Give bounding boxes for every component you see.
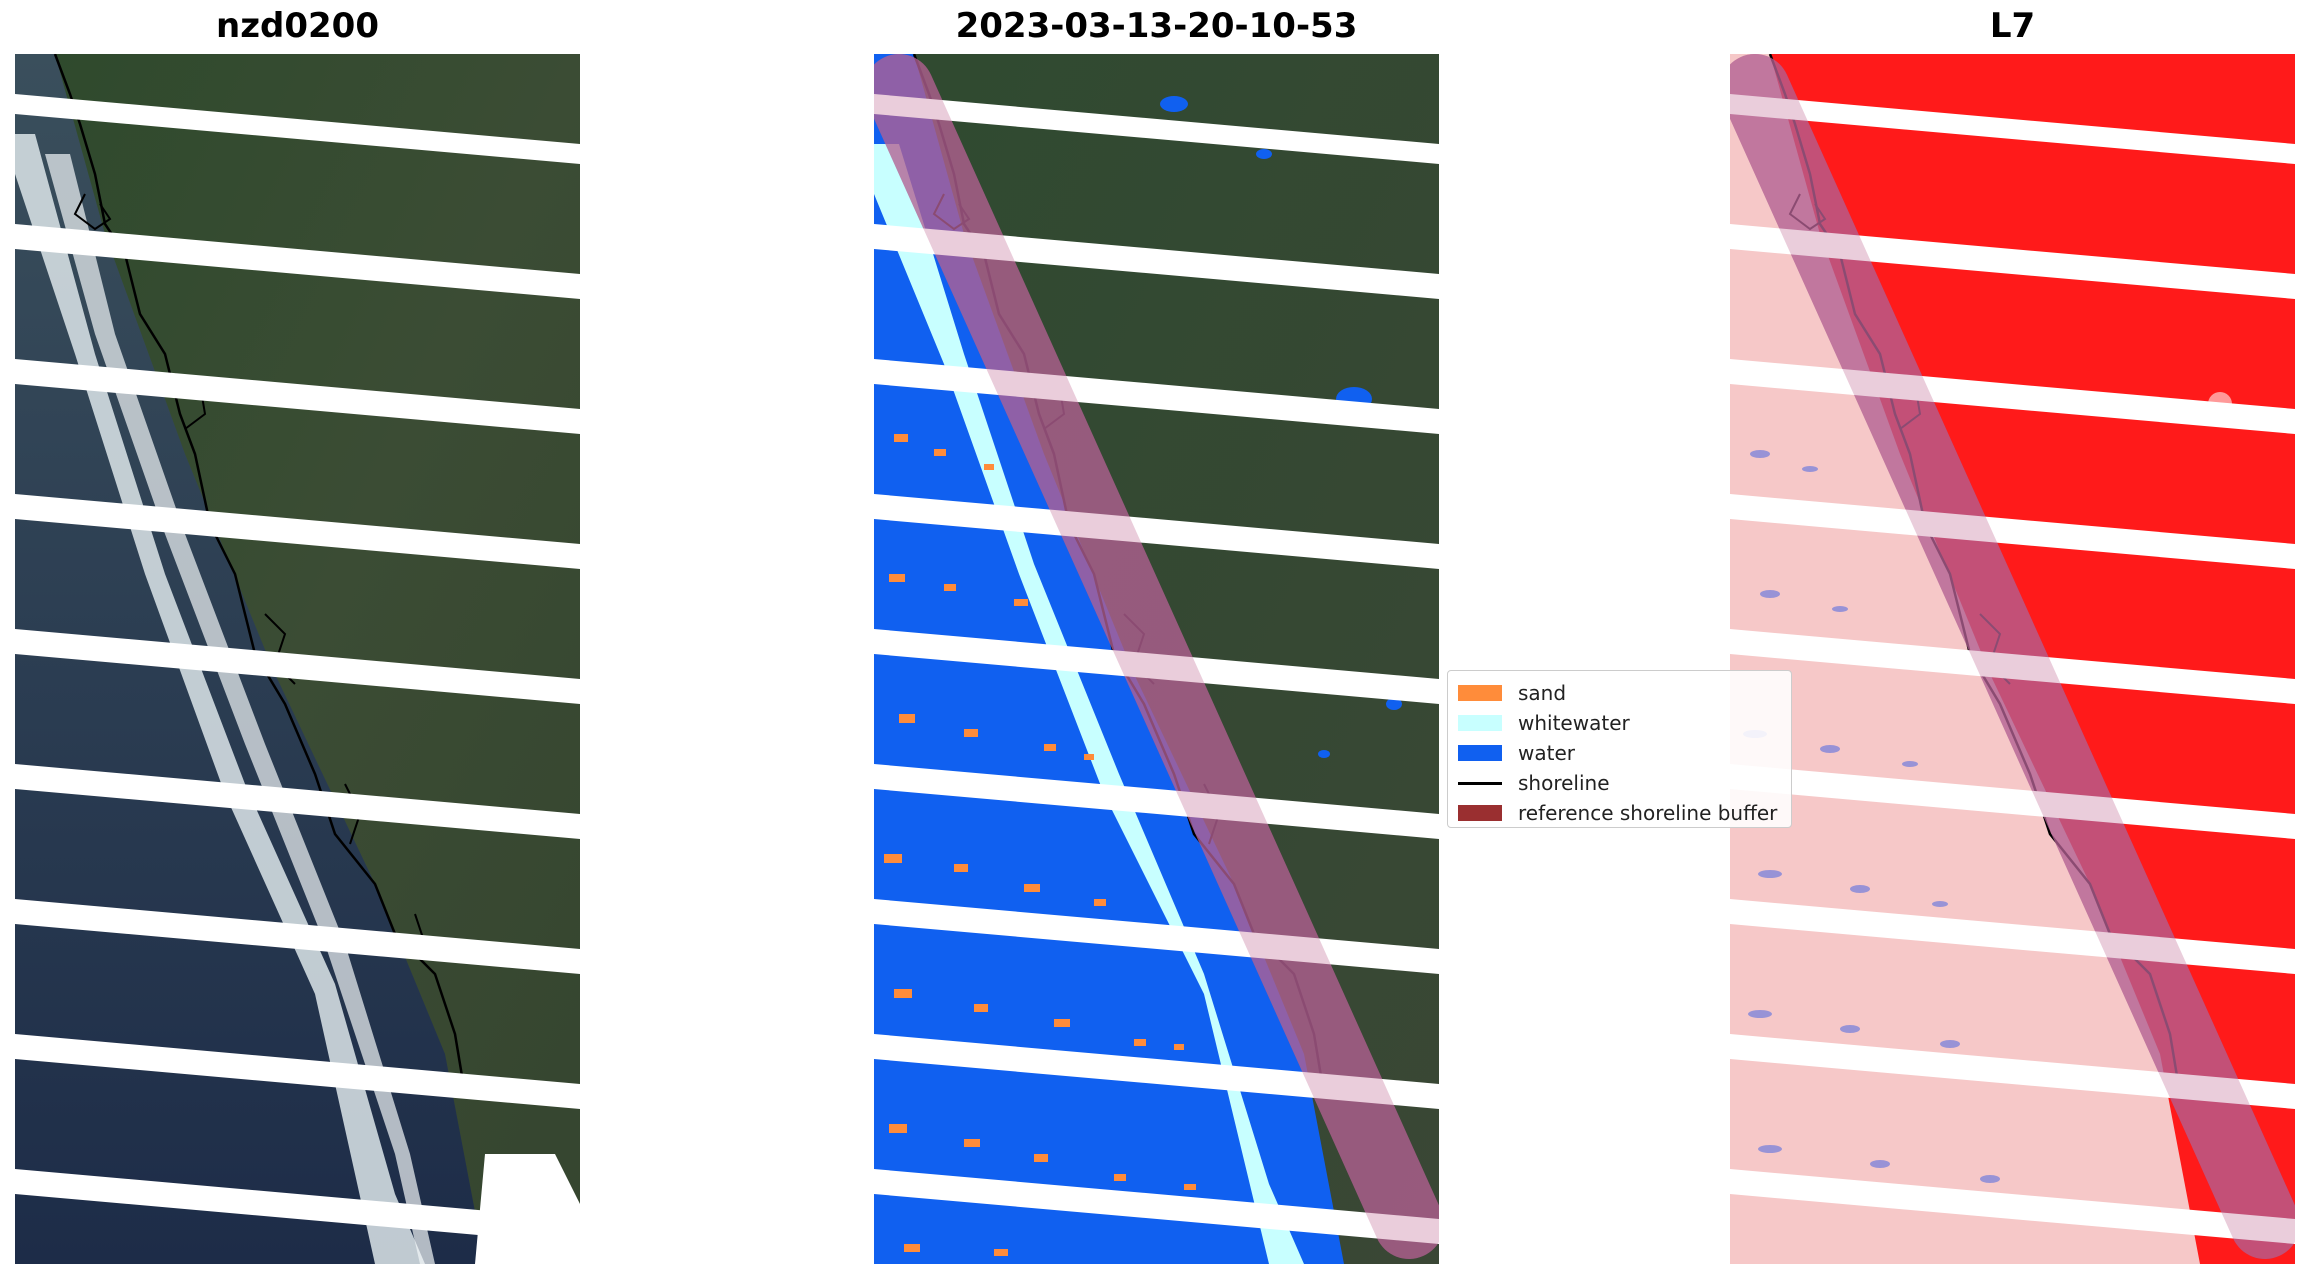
whitewater-swatch <box>1458 715 1502 731</box>
sand-swatch <box>1458 685 1502 701</box>
buffer-swatch <box>1458 805 1502 821</box>
map-legend: sand whitewater water shoreline referenc… <box>1447 670 1792 828</box>
index-panel <box>1730 54 2295 1264</box>
panel-title-rgb: nzd0200 <box>216 6 379 46</box>
rgb-image <box>15 54 580 1264</box>
index-map <box>1730 54 2295 1264</box>
water-swatch <box>1458 745 1502 761</box>
legend-label-whitewater: whitewater <box>1518 711 1630 735</box>
legend-item-shoreline: shoreline <box>1458 769 1610 797</box>
legend-item-sand: sand <box>1458 679 1566 707</box>
legend-label-water: water <box>1518 741 1575 765</box>
panel-title-classification: 2023-03-13-20-10-53 <box>955 6 1358 46</box>
shoreline-line-swatch <box>1458 781 1502 785</box>
legend-item-water: water <box>1458 739 1575 767</box>
rgb-image-panel <box>15 54 580 1264</box>
classification-panel <box>874 54 1439 1264</box>
legend-item-buffer: reference shoreline buffer <box>1458 799 1777 827</box>
legend-label-buffer: reference shoreline buffer <box>1518 801 1778 825</box>
legend-label-sand: sand <box>1518 681 1567 705</box>
legend-label-shoreline: shoreline <box>1518 771 1610 795</box>
legend-item-whitewater: whitewater <box>1458 709 1630 737</box>
classification-map <box>874 54 1439 1264</box>
panel-title-index: L7 <box>1989 6 2036 46</box>
